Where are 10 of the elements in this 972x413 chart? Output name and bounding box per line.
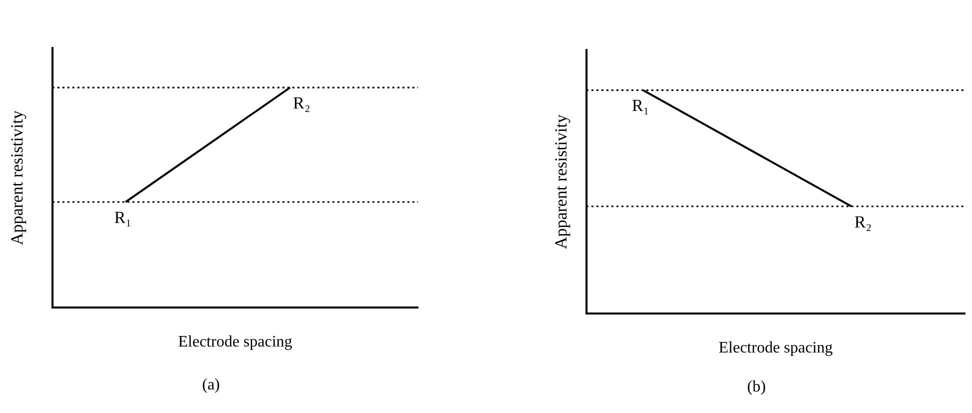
ref-line-label: R₂ (854, 212, 872, 232)
x-axis-title: Electrode spacing (718, 339, 833, 356)
y-axis-title: Apparent resistivity (552, 114, 571, 250)
ref-line-label: R₂ (293, 94, 310, 113)
x-axis-title: Electrode spacing (178, 333, 292, 350)
text: (a) (202, 376, 220, 394)
text: (b) (747, 378, 766, 396)
ref-line-label: R₁ (632, 96, 650, 116)
ref-line-label: R₁ (114, 208, 132, 227)
y-axis-title: Apparent resistivity (8, 110, 27, 246)
